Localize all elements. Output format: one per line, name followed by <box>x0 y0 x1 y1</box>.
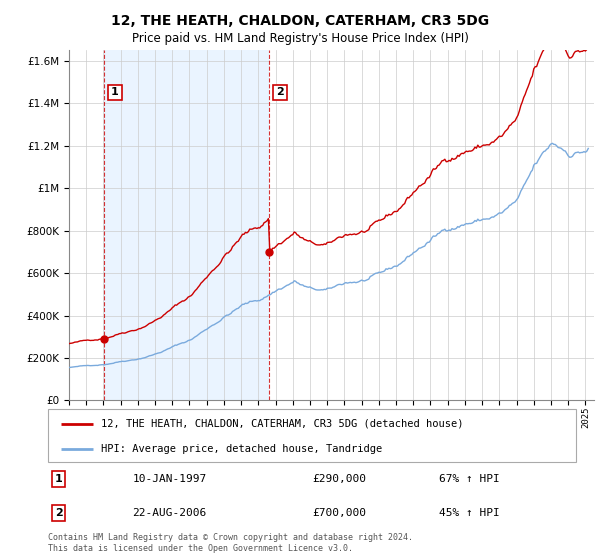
Text: £290,000: £290,000 <box>312 474 366 484</box>
Text: 10-JAN-1997: 10-JAN-1997 <box>133 474 207 484</box>
Text: Price paid vs. HM Land Registry's House Price Index (HPI): Price paid vs. HM Land Registry's House … <box>131 32 469 45</box>
Text: Contains HM Land Registry data © Crown copyright and database right 2024.
This d: Contains HM Land Registry data © Crown c… <box>48 533 413 553</box>
Text: 12, THE HEATH, CHALDON, CATERHAM, CR3 5DG (detached house): 12, THE HEATH, CHALDON, CATERHAM, CR3 5D… <box>101 419 463 429</box>
Text: 45% ↑ HPI: 45% ↑ HPI <box>439 508 499 518</box>
Text: 1: 1 <box>111 87 119 97</box>
Text: 67% ↑ HPI: 67% ↑ HPI <box>439 474 499 484</box>
Text: 2: 2 <box>55 508 62 518</box>
Text: 1: 1 <box>55 474 62 484</box>
Text: 12, THE HEATH, CHALDON, CATERHAM, CR3 5DG: 12, THE HEATH, CHALDON, CATERHAM, CR3 5D… <box>111 14 489 28</box>
Text: HPI: Average price, detached house, Tandridge: HPI: Average price, detached house, Tand… <box>101 444 382 454</box>
Bar <box>104 50 269 400</box>
Text: 2: 2 <box>276 87 284 97</box>
Text: 22-AUG-2006: 22-AUG-2006 <box>133 508 207 518</box>
Text: £700,000: £700,000 <box>312 508 366 518</box>
